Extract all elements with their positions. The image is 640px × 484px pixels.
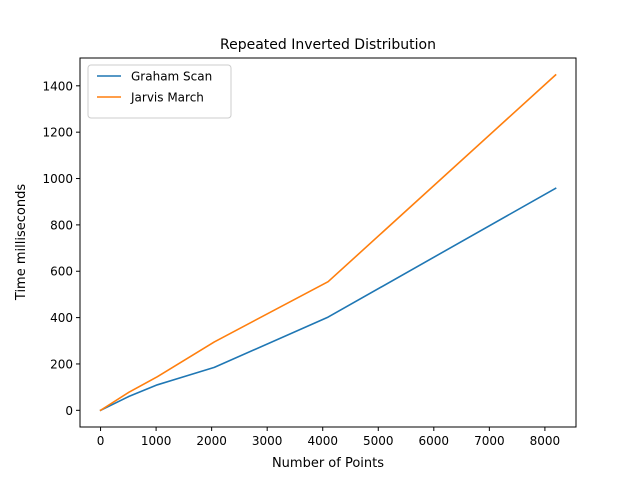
legend-label: Jarvis March — [130, 91, 204, 105]
x-tick-label: 7000 — [474, 434, 505, 448]
legend-label: Graham Scan — [131, 70, 212, 84]
x-tick-label: 2000 — [196, 434, 227, 448]
series-line-graham-scan — [99, 187, 557, 412]
x-tick-label: 8000 — [530, 434, 561, 448]
series-lines — [99, 73, 557, 412]
series-line-jarvis-march — [99, 73, 557, 412]
x-tick-label: 1000 — [141, 434, 172, 448]
legend-box — [87, 64, 232, 119]
y-tick-label: 0 — [65, 404, 73, 418]
y-tick-label: 1400 — [42, 79, 73, 93]
x-tick-label: 0 — [97, 434, 105, 448]
legend: Graham Scan Jarvis March — [87, 64, 232, 119]
x-tick-label: 6000 — [419, 434, 450, 448]
y-axis-ticks: 0 200 400 600 800 1000 1200 1400 — [42, 79, 80, 418]
y-tick-label: 600 — [50, 265, 73, 279]
y-tick-label: 1200 — [42, 126, 73, 140]
axes-frame — [79, 57, 577, 428]
y-tick-label: 800 — [50, 218, 73, 232]
x-tick-label: 5000 — [363, 434, 394, 448]
x-tick-label: 4000 — [307, 434, 338, 448]
x-axis-label: Number of Points — [272, 456, 384, 471]
chart-title: Repeated Inverted Distribution — [220, 37, 436, 53]
y-tick-label: 200 — [50, 357, 73, 371]
y-tick-label: 1000 — [42, 172, 73, 186]
y-axis-label: Time milliseconds — [14, 184, 29, 301]
x-tick-label: 3000 — [252, 434, 283, 448]
x-axis-ticks: 0 1000 2000 3000 4000 5000 6000 7000 8000 — [97, 427, 560, 448]
y-tick-label: 400 — [50, 311, 73, 325]
